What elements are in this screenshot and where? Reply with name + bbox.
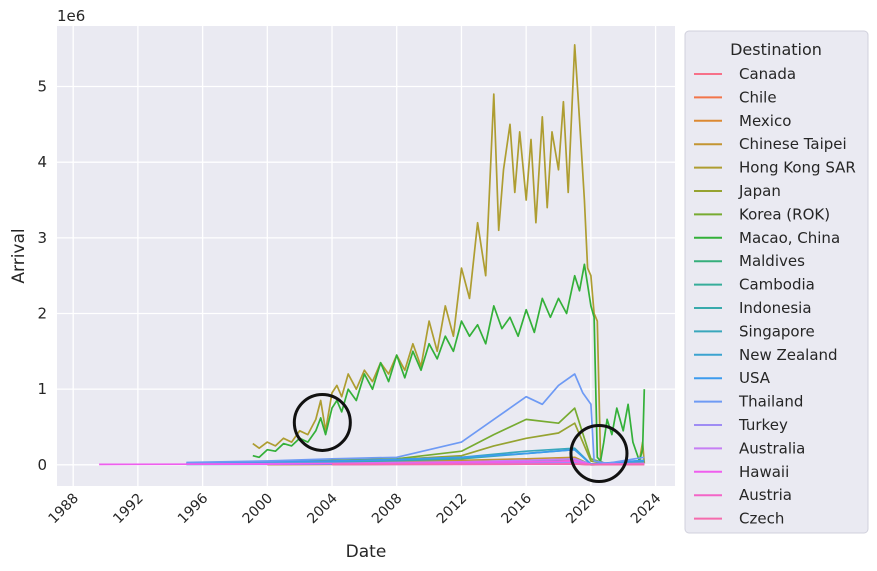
x-tick-label: 2008 — [369, 491, 406, 528]
series-line — [99, 460, 645, 466]
annotation-circles — [292, 392, 629, 483]
legend-entry: Chile — [739, 88, 777, 106]
x-tick-label: 2024 — [628, 490, 665, 527]
y-scale-label: 1e6 — [57, 7, 85, 25]
y-tick-label: 2 — [37, 305, 47, 323]
legend-entry: Australia — [739, 439, 805, 457]
legend-entry: Indonesia — [739, 299, 812, 317]
legend-entry: Austria — [739, 486, 792, 504]
legend-entry: Turkey — [738, 416, 788, 434]
y-tick-labels: 0 1 2 3 4 5 — [37, 78, 47, 474]
legend-entry: USA — [739, 369, 771, 387]
series-line — [252, 44, 646, 465]
legend-entry: Hawaii — [739, 463, 789, 481]
series-line — [186, 373, 645, 465]
x-axis-label: Date — [346, 542, 387, 562]
series-lines — [99, 44, 646, 466]
legend-entry: Japan — [738, 182, 781, 200]
legend-entry: Cambodia — [739, 276, 815, 294]
x-tick-label: 2012 — [434, 491, 471, 528]
y-tick-label: 1 — [37, 380, 47, 398]
legend: Destination Canada Chile Mexico Chinese Tai… — [684, 30, 869, 534]
legend-entry: Chinese Taipei — [739, 135, 847, 153]
x-tick-label: 1988 — [45, 491, 82, 528]
series-line — [252, 263, 646, 462]
series-line — [186, 448, 645, 465]
x-tick-label: 2020 — [563, 491, 600, 528]
legend-entry: Czech — [739, 510, 784, 528]
legend-entry: Macao, China — [739, 229, 840, 247]
y-axis-label: Arrival — [9, 228, 29, 283]
legend-entry: Hong Kong SAR — [739, 159, 856, 177]
legend-title: Destination — [730, 40, 822, 59]
x-tick-label: 2000 — [240, 491, 277, 528]
x-tick-label: 1992 — [110, 491, 147, 528]
legend-entry: Thailand — [738, 393, 803, 411]
legend-entry: New Zealand — [739, 346, 838, 364]
legend-entry: Canada — [739, 65, 796, 83]
legend-entry: Singapore — [739, 322, 815, 340]
y-tick-label: 5 — [37, 78, 47, 96]
y-tick-label: 4 — [37, 153, 47, 171]
x-tick-label: 2016 — [498, 490, 535, 527]
x-tick-label: 2004 — [304, 490, 341, 527]
legend-entry: Maldives — [739, 252, 805, 270]
x-tick-labels: 1988 1992 1996 2000 2004 2008 2012 2016 2020 2024 — [45, 490, 664, 527]
annotation-circle — [292, 392, 352, 452]
legend-frame — [684, 30, 869, 534]
plot-background — [57, 26, 675, 486]
x-tick-label: 1996 — [175, 490, 212, 527]
y-tick-label: 3 — [37, 229, 47, 247]
legend-entry: Mexico — [739, 112, 791, 130]
annotation-circle — [569, 423, 629, 483]
series-line — [331, 463, 645, 466]
y-tick-label: 0 — [37, 456, 47, 474]
legend-entry: Korea (ROK) — [739, 205, 830, 223]
